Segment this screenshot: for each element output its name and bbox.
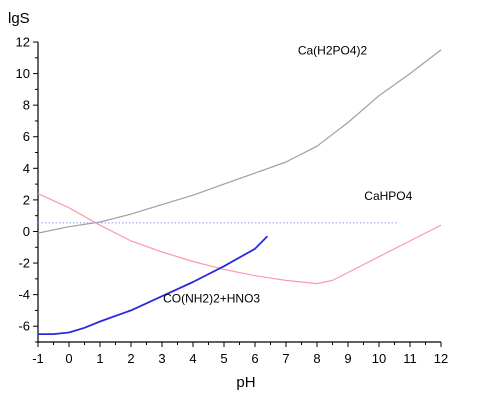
x-tick-label: 3 <box>158 351 165 366</box>
y-tick-label: 12 <box>16 35 30 50</box>
series-line-ca-h2po4-2 <box>37 49 442 234</box>
y-tick-label: 6 <box>23 129 30 144</box>
y-tick-label: 2 <box>23 192 30 207</box>
y-tick-label: 10 <box>16 66 30 81</box>
x-tick-label: 4 <box>189 351 196 366</box>
series-line-cahpo4 <box>37 193 442 285</box>
y-axis-label: lgS <box>8 10 30 27</box>
chart-annotations: Ca(H2PO4)2 CaHPO4 CO(NH2)2+HNO3 <box>163 44 413 306</box>
series-annotation: CaHPO4 <box>364 189 412 203</box>
y-tick-label: -6 <box>18 319 30 334</box>
x-axis-label: pH <box>236 374 255 391</box>
y-tick-label: -2 <box>18 256 30 271</box>
y-tick-label: 8 <box>23 98 30 113</box>
y-tick-label: 4 <box>23 161 30 176</box>
series-line-co-nh2-2-hno3 <box>38 235 269 336</box>
x-tick-label: 7 <box>282 351 289 366</box>
x-tick-label: 6 <box>251 351 258 366</box>
x-tick-label: 9 <box>344 351 351 366</box>
chart-series <box>37 49 442 336</box>
x-tick-label: 10 <box>372 351 386 366</box>
x-tick-label: 11 <box>403 351 417 366</box>
x-tick-label: 1 <box>96 351 103 366</box>
y-tick-label: 0 <box>23 224 30 239</box>
x-tick-label: -1 <box>32 351 44 366</box>
series-annotation: Ca(H2PO4)2 <box>298 44 368 58</box>
series-annotation: CO(NH2)2+HNO3 <box>163 292 260 306</box>
x-tick-label: 12 <box>434 351 448 366</box>
x-tick-label: 0 <box>65 351 72 366</box>
x-tick-label: 5 <box>220 351 227 366</box>
x-tick-label: 8 <box>313 351 320 366</box>
chart-labels: lgS pH <box>8 10 256 391</box>
x-tick-label: 2 <box>127 351 134 366</box>
y-tick-label: -4 <box>18 287 30 302</box>
